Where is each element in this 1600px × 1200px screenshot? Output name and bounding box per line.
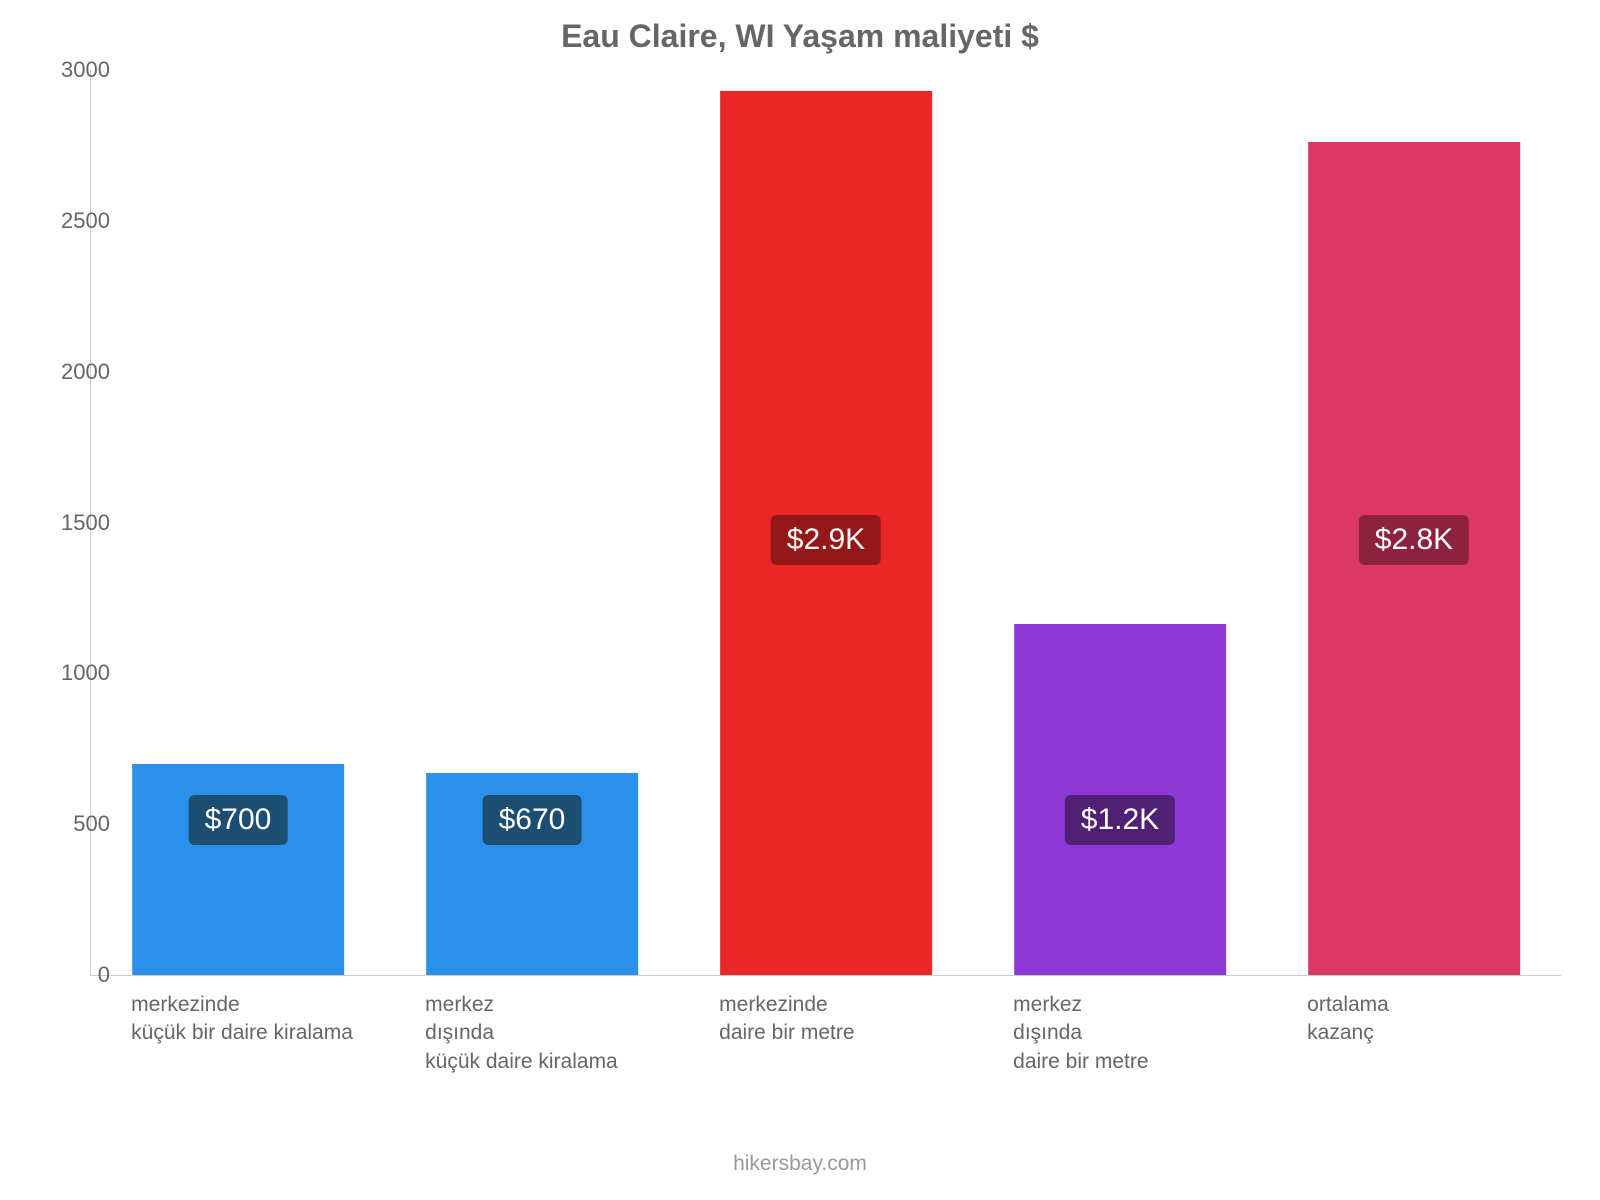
bar-value-label: $1.2K bbox=[1065, 795, 1175, 845]
x-tick-label: ortalama kazanç bbox=[1307, 991, 1389, 1048]
y-tick-label: 3000 bbox=[40, 57, 110, 83]
bar-value-label: $2.8K bbox=[1359, 515, 1469, 565]
y-tick-label: 2500 bbox=[40, 208, 110, 234]
chart-title: Eau Claire, WI Yaşam maliyeti $ bbox=[0, 18, 1600, 55]
y-tick-label: 2000 bbox=[40, 359, 110, 385]
bar-slot: $2.8K bbox=[1267, 70, 1561, 975]
bar-value-label: $2.9K bbox=[771, 515, 881, 565]
bar-slot: $700 bbox=[91, 70, 385, 975]
y-tick-label: 0 bbox=[40, 962, 110, 988]
y-tick-label: 500 bbox=[40, 811, 110, 837]
credit-text: hikersbay.com bbox=[0, 1152, 1600, 1176]
bar-value-label: $670 bbox=[483, 795, 582, 845]
cost-of-living-chart: Eau Claire, WI Yaşam maliyeti $ $700 $670… bbox=[0, 0, 1600, 1200]
x-tick-label: merkezinde küçük bir daire kiralama bbox=[131, 991, 353, 1048]
bar-slot: $670 bbox=[385, 70, 679, 975]
plot-area: $700 $670 $2.9K $1.2K $2.8K bbox=[90, 70, 1561, 976]
x-tick-label: merkez dışında daire bir metre bbox=[1013, 991, 1148, 1076]
bars-container: $700 $670 $2.9K $1.2K $2.8K bbox=[91, 70, 1561, 975]
x-tick-label: merkez dışında küçük daire kiralama bbox=[425, 991, 618, 1076]
bar-value-label: $700 bbox=[189, 795, 288, 845]
y-tick-label: 1000 bbox=[40, 660, 110, 686]
bar-slot: $1.2K bbox=[973, 70, 1267, 975]
y-tick-label: 1500 bbox=[40, 510, 110, 536]
bar-slot: $2.9K bbox=[679, 70, 973, 975]
x-tick-label: merkezinde daire bir metre bbox=[719, 991, 854, 1048]
